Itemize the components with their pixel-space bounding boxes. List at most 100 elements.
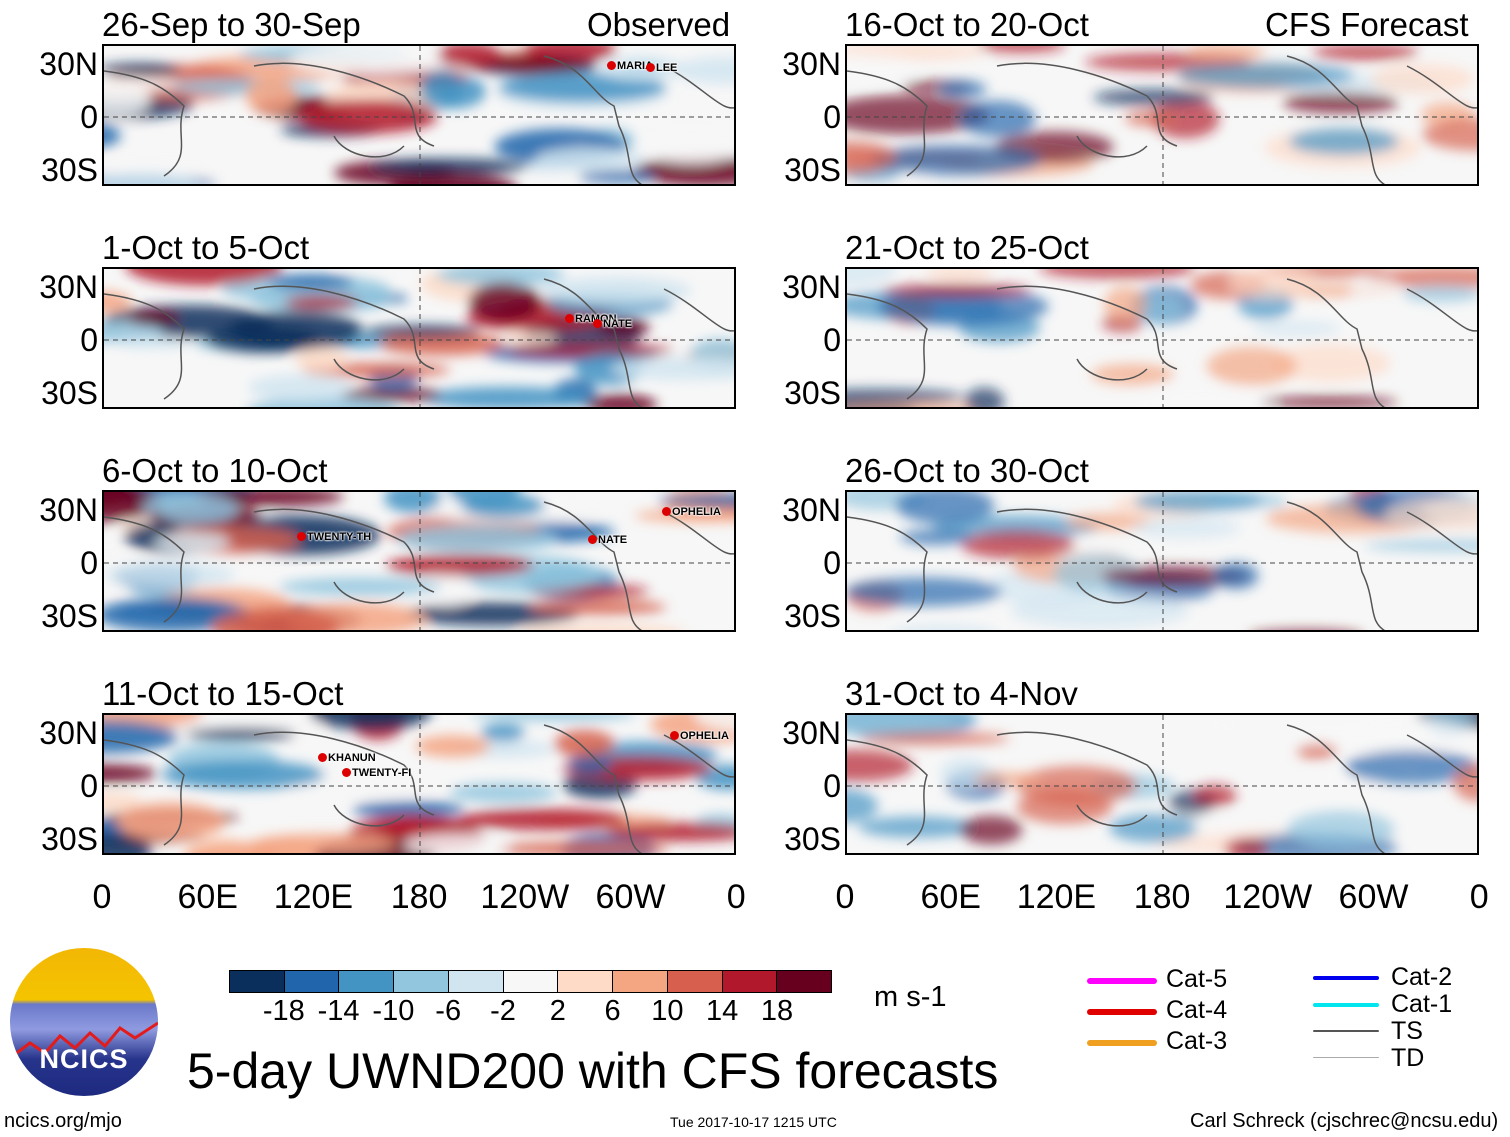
map-panel-right-3: [845, 490, 1479, 632]
y-tick-label: 0: [823, 99, 841, 135]
legend-line-cat-3: [1087, 1040, 1157, 1046]
storm-label[interactable]: OPHELIA: [662, 506, 721, 518]
y-tick-label: 30S: [41, 375, 98, 411]
y-tick-label: 30S: [784, 152, 841, 188]
y-tick-label: 0: [80, 768, 98, 804]
legend-label: Cat-4: [1166, 996, 1228, 1024]
colorbar-swatch: [777, 971, 832, 992]
ncics-logo: NCICS: [10, 948, 158, 1096]
map-panel-left-2: [102, 267, 736, 409]
y-tick-label: 30S: [41, 598, 98, 634]
y-tick-label: 30S: [41, 152, 98, 188]
colorbar-units: m s-1: [874, 981, 947, 1013]
colorbar-swatch: [284, 971, 340, 992]
map-panel-left-3: [102, 490, 736, 632]
legend-line-cat-2: [1313, 976, 1379, 980]
map-panel-left-1: [102, 44, 736, 186]
storm-label[interactable]: LEE: [646, 62, 677, 74]
colorbar-tick-label: -6: [435, 995, 462, 1027]
panel-title: 6-Oct to 10-Oct: [102, 452, 328, 489]
observed-label: Observed: [587, 6, 731, 43]
colorbar-swatch: [394, 971, 449, 992]
hurricane-icon: [297, 532, 306, 541]
colorbar-tick-label: 6: [604, 995, 621, 1027]
panel-title: 26-Oct to 30-Oct: [845, 452, 1089, 489]
y-tick-label: 30N: [782, 46, 841, 82]
legend-line-cat-1: [1313, 1003, 1379, 1007]
y-tick-label: 30S: [784, 375, 841, 411]
main-title: 5-day UWND200 with CFS forecasts: [187, 1043, 999, 1099]
hurricane-icon: [565, 314, 574, 323]
storm-name: TWENTY-TH: [307, 531, 372, 543]
storm-name: TWENTY-FI: [352, 767, 412, 779]
legend-line-cat-5: [1087, 978, 1157, 984]
storm-name: LEE: [656, 62, 678, 74]
y-tick-label: 0: [823, 322, 841, 358]
legend-label: Cat-5: [1166, 965, 1228, 993]
legend-label: TD: [1391, 1044, 1425, 1072]
y-tick-label: 30N: [782, 269, 841, 305]
panel-title: 21-Oct to 25-Oct: [845, 229, 1089, 266]
storm-label[interactable]: KHANUN: [318, 752, 376, 764]
y-tick-label: 0: [80, 545, 98, 581]
y-tick-label: 0: [80, 99, 98, 135]
y-tick-label: 30N: [39, 46, 98, 82]
colorbar-swatch: [230, 971, 285, 992]
x-tick-label: 0: [92, 878, 112, 916]
colorbar-tick-label: 14: [706, 995, 739, 1027]
y-tick-label: 0: [80, 322, 98, 358]
footer-timestamp: Tue 2017-10-17 1215 UTC: [670, 1114, 837, 1130]
colorbar-swatch: [448, 971, 504, 992]
legend-label: TS: [1391, 1017, 1423, 1045]
map-panel-right-2: [845, 267, 1479, 409]
hurricane-icon: [662, 507, 671, 516]
x-tick-label: 0: [726, 878, 746, 916]
hurricane-icon: [342, 768, 351, 777]
x-tick-label: 120E: [273, 878, 354, 916]
colorbar-tick-label: -10: [372, 995, 415, 1027]
storm-name: NATE: [598, 534, 628, 546]
storm-label[interactable]: TWENTY-TH: [297, 531, 371, 543]
colorbar-swatch: [503, 971, 559, 992]
panel-title: 31-Oct to 4-Nov: [845, 675, 1078, 712]
footer-credit: Carl Schreck (cjschrec@ncsu.edu): [1190, 1110, 1499, 1132]
colorbar-tick-label: 2: [549, 995, 566, 1027]
panel-title: 26-Sep to 30-Sep: [102, 6, 361, 43]
panel-title: 1-Oct to 5-Oct: [102, 229, 310, 266]
storm-label[interactable]: NATE: [588, 534, 627, 546]
hurricane-icon: [593, 319, 602, 328]
hurricane-icon: [318, 753, 327, 762]
footer-url[interactable]: ncics.org/mjo: [4, 1110, 122, 1132]
x-tick-label: 60E: [920, 878, 981, 916]
colorbar-tick-label: 10: [651, 995, 684, 1027]
storm-label[interactable]: OPHELIA: [670, 730, 729, 742]
legend-label: Cat-3: [1166, 1027, 1228, 1055]
legend-line-cat-4: [1087, 1009, 1157, 1015]
x-tick-label: 60W: [1338, 878, 1409, 916]
colorbar-swatch: [339, 971, 395, 992]
storm-name: NATE: [603, 318, 633, 330]
x-tick-label: 0: [1469, 878, 1489, 916]
colorbar: [229, 970, 832, 993]
colorbar-tick-label: -14: [317, 995, 360, 1027]
panel-title: 11-Oct to 15-Oct: [102, 675, 344, 712]
y-tick-label: 30N: [39, 715, 98, 751]
cfs-forecast-label: CFS Forecast: [1265, 6, 1469, 43]
storm-name: OPHELIA: [680, 730, 729, 742]
storm-label[interactable]: MARIA: [607, 60, 653, 72]
legend-label: Cat-2: [1391, 963, 1453, 991]
colorbar-tick-label: 18: [760, 995, 794, 1027]
colorbar-swatch: [613, 971, 668, 992]
x-tick-label: 120W: [1223, 878, 1313, 916]
storm-label[interactable]: TWENTY-FI: [342, 767, 411, 779]
y-tick-label: 30N: [782, 715, 841, 751]
legend-label: Cat-1: [1391, 990, 1453, 1018]
colorbar-tick-label: -18: [262, 995, 305, 1027]
colorbar-swatch: [558, 971, 614, 992]
x-tick-label: 120E: [1016, 878, 1097, 916]
storm-name: OPHELIA: [672, 506, 721, 518]
y-tick-label: 30S: [41, 821, 98, 857]
map-panel-left-4: [102, 713, 736, 855]
storm-label[interactable]: NATE: [593, 318, 632, 330]
hurricane-icon: [646, 63, 655, 72]
